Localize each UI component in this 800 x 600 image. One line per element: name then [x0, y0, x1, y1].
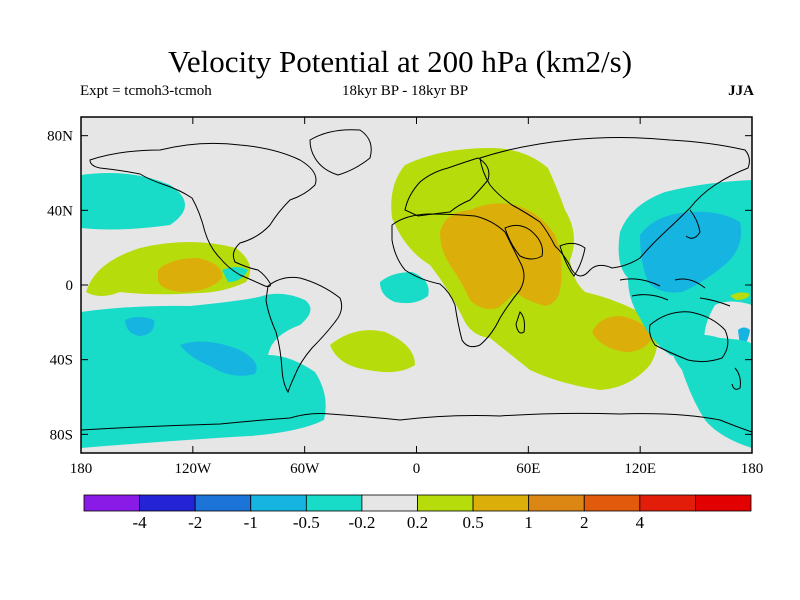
coastline-japan [685, 209, 701, 239]
coastline-south-america [265, 276, 343, 394]
contour-cpac-neg [222, 267, 248, 282]
coastline-asia [479, 137, 750, 277]
x-tick-label: 60W [290, 461, 320, 477]
x-tick-label: 0 [413, 461, 421, 477]
colorbar: -4 -2 -1 -0.5 -0.2 0.2 0.5 1 2 4 [83, 494, 752, 532]
colorbar-swatch [305, 494, 363, 512]
coastline-new-zealand [731, 367, 741, 390]
colorbar-swatch [639, 494, 696, 512]
colorbar-label: -0.2 [348, 513, 375, 532]
x-tick-label: 120W [174, 461, 212, 477]
period-label: 18kyr BP - 18kyr BP [342, 83, 469, 99]
season-label: JJA [728, 83, 754, 99]
x-tick-label: 60E [516, 461, 540, 477]
x-tick-label: 180 [70, 461, 93, 477]
y-tick-label: 80N [47, 129, 73, 145]
colorbar-label: -4 [132, 513, 147, 532]
contour-eq-atlantic-neg [380, 272, 429, 304]
chart-title: Velocity Potential at 200 hPa (km2/s) [167, 44, 633, 79]
coastline-greenland [309, 129, 372, 176]
colorbar-label: -1 [244, 513, 258, 532]
contour-south-atlantic-pos [330, 330, 415, 373]
colorbar-swatch [528, 494, 585, 512]
y-tick-label: 40S [50, 353, 73, 369]
colorbar-label: -0.5 [293, 513, 320, 532]
coastline-europe [404, 157, 490, 217]
contour-south-pacific-west [125, 317, 155, 336]
colorbar-label: 1 [524, 513, 533, 532]
coastline-north-america [89, 142, 317, 288]
colorbar-label: 0.2 [407, 513, 428, 532]
coastline-india [559, 242, 586, 277]
colorbar-swatch [83, 494, 140, 512]
colorbar-swatch [361, 494, 418, 512]
coastline-arabia [504, 224, 543, 260]
colorbar-label: 0.5 [462, 513, 483, 532]
contour-north-pacific-neg [81, 172, 185, 230]
contour-south-pacific-mid [180, 341, 257, 376]
colorbar-swatch [472, 494, 530, 512]
coastline-africa [391, 213, 525, 348]
colorbar-swatch [695, 494, 752, 512]
contour-dateline-pos [730, 292, 750, 300]
colorbar-swatch [139, 494, 196, 512]
colorbar-swatch [417, 494, 474, 512]
coastline-madagascar [515, 311, 525, 334]
coastline-australia [649, 311, 729, 363]
y-tick-label: 40N [47, 203, 73, 219]
experiment-label: Expt = tcmoh3-tcmoh [80, 83, 212, 99]
contour-fills [81, 148, 752, 448]
x-tick-label: 180 [741, 461, 764, 477]
y-tick-label: 0 [66, 278, 74, 294]
axis-ticks: 180 120W 60W 0 60E 120E 180 80N 40N 0 40S 80S [47, 117, 763, 477]
colorbar-swatch [583, 494, 641, 512]
contour-indian-ocean-core [592, 316, 652, 352]
contour-australia-neg [670, 334, 752, 448]
colorbar-label: 4 [636, 513, 645, 532]
contour-africa-arabia-core [440, 203, 562, 309]
colorbar-swatch [250, 494, 307, 512]
coastline-maritime-continent [619, 278, 731, 307]
y-tick-label: 80S [50, 427, 73, 443]
colorbar-label: 2 [580, 513, 589, 532]
contour-east-pacific-core [158, 258, 223, 292]
coastline-antarctica [81, 412, 752, 433]
colorbar-swatch [194, 494, 252, 512]
coastlines [81, 129, 752, 433]
x-tick-label: 120E [624, 461, 656, 477]
colorbar-label: -2 [188, 513, 202, 532]
